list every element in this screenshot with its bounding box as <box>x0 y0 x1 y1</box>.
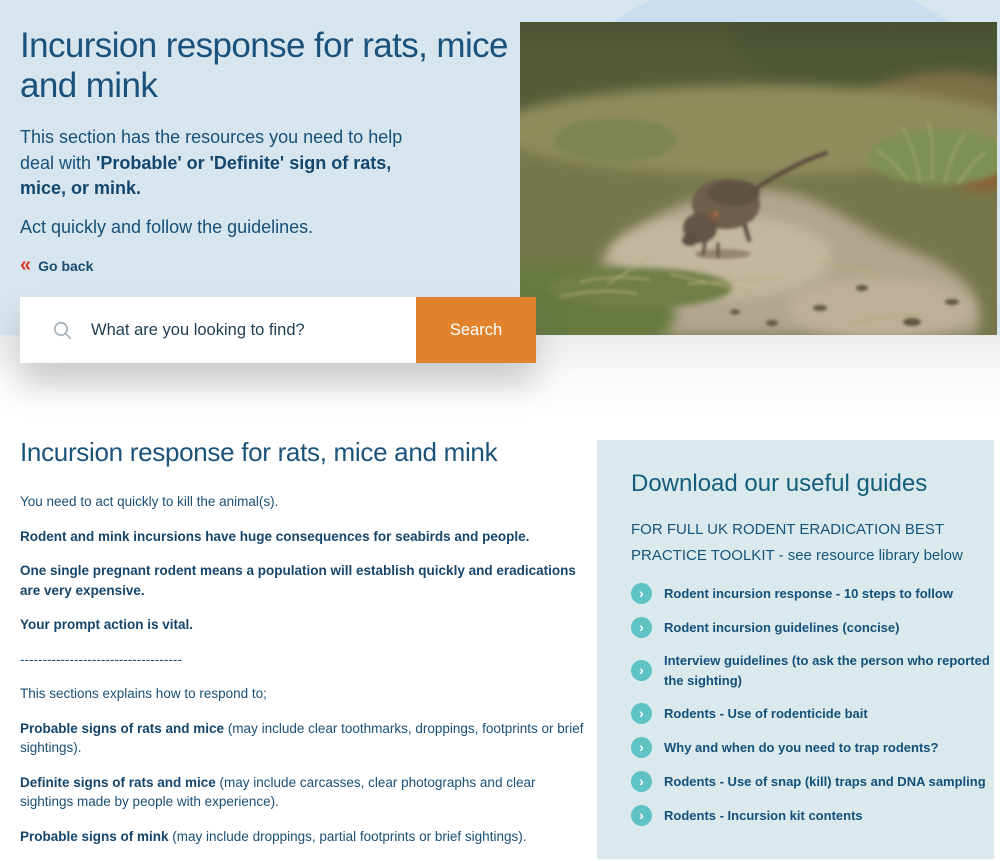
guide-link[interactable]: › Why and when do you need to trap roden… <box>631 737 990 758</box>
chevron-right-circle-icon: › <box>631 583 652 604</box>
search-input[interactable] <box>89 319 393 341</box>
chevron-right-circle-icon: › <box>631 617 652 638</box>
guide-link[interactable]: › Interview guidelines (to ask the perso… <box>631 651 990 690</box>
search-icon <box>53 321 72 339</box>
double-chevron-left-icon: « <box>20 254 31 276</box>
hero-act-line: Act quickly and follow the guidelines. <box>20 216 314 237</box>
chevron-right-circle-icon: › <box>631 805 652 826</box>
divider-dashes: ------------------------------------ <box>20 651 182 667</box>
hero-intro: This section has the resources you need … <box>20 127 403 198</box>
paragraph: This sections explains how to respond to… <box>20 686 267 701</box>
paragraph: Probable signs of rats and mice (may inc… <box>20 720 584 756</box>
chevron-right-circle-icon: › <box>631 771 652 792</box>
main-content: Incursion response for rats, mice and mi… <box>20 437 585 861</box>
guide-link[interactable]: › Rodent incursion response - 10 steps t… <box>631 583 990 604</box>
hero-section: Incursion response for rats, mice and mi… <box>0 0 1000 335</box>
search-input-wrap <box>20 297 416 363</box>
sidebar-subheading: FOR FULL UK RODENT ERADICATION BEST PRAC… <box>631 521 963 564</box>
paragraph: You need to act quickly to kill the anim… <box>20 494 279 509</box>
guide-link[interactable]: › Rodents - Use of snap (kill) traps and… <box>631 771 990 792</box>
download-guides-panel: Download our useful guides FOR FULL UK R… <box>597 440 994 859</box>
sidebar-heading: Download our useful guides <box>631 470 928 497</box>
guide-link[interactable]: › Rodents - Use of rodenticide bait <box>631 703 990 724</box>
section-heading: Incursion response for rats, mice and mi… <box>20 437 498 467</box>
chevron-right-circle-icon: › <box>631 703 652 724</box>
decorative-circle <box>520 0 997 22</box>
hero-copy: Incursion response for rats, mice and mi… <box>20 26 520 275</box>
rat-photo <box>520 22 997 335</box>
guide-link[interactable]: › Rodent incursion guidelines (concise) <box>631 617 990 638</box>
guides-list: › Rodent incursion response - 10 steps t… <box>631 583 990 826</box>
go-back-label: Go back <box>38 257 94 274</box>
paragraph: One single pregnant rodent means a popul… <box>20 563 576 598</box>
search-button[interactable]: Search <box>416 297 536 363</box>
paragraph: Rodent and mink incursions have huge con… <box>20 528 530 544</box>
paragraph: Definite signs of rats and mice (may inc… <box>20 774 536 810</box>
paragraph: Probable signs of mink (may include drop… <box>20 828 527 844</box>
page-title: Incursion response for rats, mice and mi… <box>20 26 509 105</box>
decorative-arc-clip <box>520 0 997 22</box>
chevron-right-circle-icon: › <box>631 737 652 758</box>
chevron-right-circle-icon: › <box>631 660 652 681</box>
guide-link[interactable]: › Rodents - Incursion kit contents <box>631 805 990 826</box>
paragraph: Your prompt action is vital. <box>20 617 194 632</box>
search-bar: Search <box>20 297 536 363</box>
go-back-link[interactable]: « Go back <box>20 254 94 276</box>
